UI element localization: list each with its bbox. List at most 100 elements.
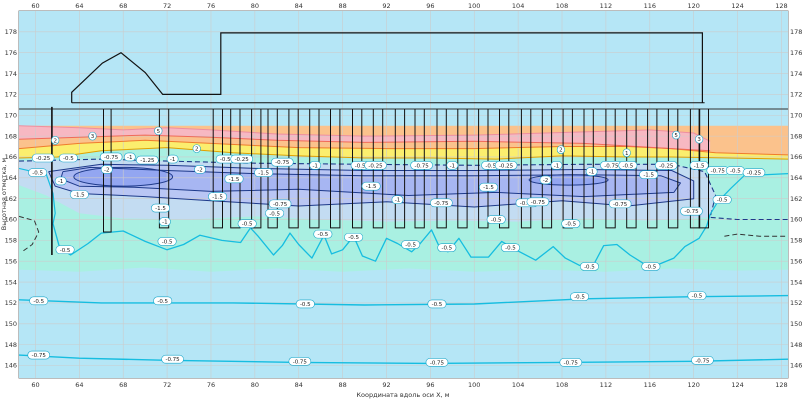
contour-label-box <box>208 192 228 201</box>
contour-label-box <box>401 240 421 249</box>
x-tick-label-top: 120 <box>687 2 699 10</box>
x-tick-label-top: 100 <box>468 2 480 10</box>
contour-label-box <box>742 168 766 177</box>
contour-label-text: -0.75 <box>165 357 180 363</box>
contour-label-box <box>254 168 274 177</box>
contour-label-box <box>695 134 704 144</box>
contour-label-text: -1 <box>395 198 400 204</box>
contour-label-box <box>539 175 552 185</box>
contour-label-text: 2 <box>53 138 57 144</box>
contour-label-box <box>608 199 632 209</box>
contour-label-box <box>55 245 75 255</box>
x-tick-label-bottom: 72 <box>163 381 171 389</box>
contour-line-zero-dashed-left <box>19 215 40 252</box>
contour-label-text: -1.5 <box>155 206 166 212</box>
y-tick-label-left: 156 <box>5 257 17 265</box>
contour-label-box <box>556 145 566 154</box>
contour-label-text: -0.75 <box>104 155 119 161</box>
contour-label-text: -0.5 <box>318 232 329 238</box>
contour-label-box <box>641 262 661 271</box>
y-tick-label-right: 172 <box>790 91 802 99</box>
contour-label-text: -0.5 <box>432 302 443 308</box>
contour-label-box <box>689 161 709 170</box>
contour-label-text: -0.5 <box>300 302 311 308</box>
y-tick-label-right: 162 <box>790 195 802 203</box>
contour-label-text: -1 <box>589 170 594 176</box>
contour-label-text: 3 <box>91 134 95 140</box>
contour-label-box <box>585 167 598 176</box>
contour-label-box <box>54 176 67 186</box>
y-tick-label-right: 148 <box>790 341 802 349</box>
y-tick-label-right: 174 <box>790 70 802 78</box>
x-tick-label-top: 64 <box>75 2 83 10</box>
y-tick-label-right: 168 <box>790 132 802 140</box>
contour-line-plus-1 <box>19 147 788 160</box>
contour-label-text: -0.25 <box>368 163 383 169</box>
contour-label-text: -0.75 <box>531 200 546 206</box>
contour-label-text: -0.75 <box>32 353 47 359</box>
contour-label-text: -1 <box>312 163 317 169</box>
contour-label-text: 5 <box>674 133 678 139</box>
sheet-pile <box>158 109 170 229</box>
contour-label-box <box>654 161 678 170</box>
x-tick-label-bottom: 112 <box>600 381 612 389</box>
contour-label-box <box>361 181 381 191</box>
x-tick-label-top: 112 <box>600 2 612 10</box>
contour-label-box <box>391 195 404 205</box>
contour-label-box <box>88 131 97 141</box>
contour-label-text: -0.75 <box>414 163 429 169</box>
contour-label-text: -0.75 <box>434 201 449 207</box>
contour-label-box <box>159 217 171 226</box>
contour-label-box <box>100 165 113 174</box>
contour-label-text: -0.5 <box>63 156 74 162</box>
sheet-pile <box>436 109 447 229</box>
contour-label-text: 1 <box>625 151 629 157</box>
y-tick-label-left: 174 <box>5 70 17 78</box>
contour-line-minus-1 <box>48 163 695 208</box>
y-tick-label-left: 162 <box>5 195 17 203</box>
contour-label-box <box>161 354 184 364</box>
contour-label-box <box>561 219 581 228</box>
x-tick-label-bottom: 76 <box>207 381 215 389</box>
contour-label-text: -0.5 <box>242 222 253 228</box>
contour-label-text: -0.75 <box>695 358 710 364</box>
y-axis-title: Высотная отметка, м <box>0 158 8 231</box>
x-tick-label-bottom: 64 <box>75 381 83 389</box>
contour-label-box <box>31 153 55 163</box>
contour-label-text: -0.5 <box>355 163 366 169</box>
contour-line-plus-3 <box>19 134 711 152</box>
x-tick-label-bottom: 88 <box>338 381 346 389</box>
contour-label-text: -1.5 <box>74 193 85 199</box>
x-tick-label-bottom: 104 <box>512 381 524 389</box>
contour-label-box <box>622 148 631 158</box>
contour-label-text: -0.5 <box>622 163 633 169</box>
contour-label-box <box>270 157 294 167</box>
y-tick-label-left: 152 <box>5 299 17 307</box>
y-tick-label-left: 148 <box>5 341 17 349</box>
contour-label-text: -0.75 <box>711 169 726 175</box>
contour-label-box <box>194 165 206 174</box>
x-tick-label-top: 80 <box>251 2 259 10</box>
x-axis-title: Координата вдоль оси X, м <box>356 391 449 399</box>
y-tick-label-right: 164 <box>790 174 802 182</box>
contour-label-box <box>500 243 520 252</box>
y-tick-label-left: 154 <box>5 278 17 286</box>
y-tick-label-right: 152 <box>790 299 802 307</box>
contour-label-text: -0.75 <box>613 202 628 208</box>
contour-label-text: 2 <box>559 148 563 154</box>
contour-label-text: -0.25 <box>36 156 51 162</box>
contour-label-box <box>570 292 590 301</box>
y-tick-label-right: 154 <box>790 278 802 286</box>
contour-label-text: -0.5 <box>505 246 516 252</box>
contour-label-text: -1.5 <box>229 177 240 183</box>
y-tick-label-right: 156 <box>790 257 802 265</box>
sheet-pile <box>230 109 241 229</box>
contour-label-box <box>268 199 292 209</box>
contour-label-text: -0.5 <box>441 246 452 252</box>
contour-label-box <box>479 182 499 192</box>
contour-label-text: -0.75 <box>430 360 445 366</box>
x-tick-label-bottom: 80 <box>251 381 259 389</box>
contour-label-text: -0.25 <box>659 163 674 169</box>
contour-label-box <box>136 155 159 165</box>
x-tick-label-bottom: 124 <box>731 381 743 389</box>
